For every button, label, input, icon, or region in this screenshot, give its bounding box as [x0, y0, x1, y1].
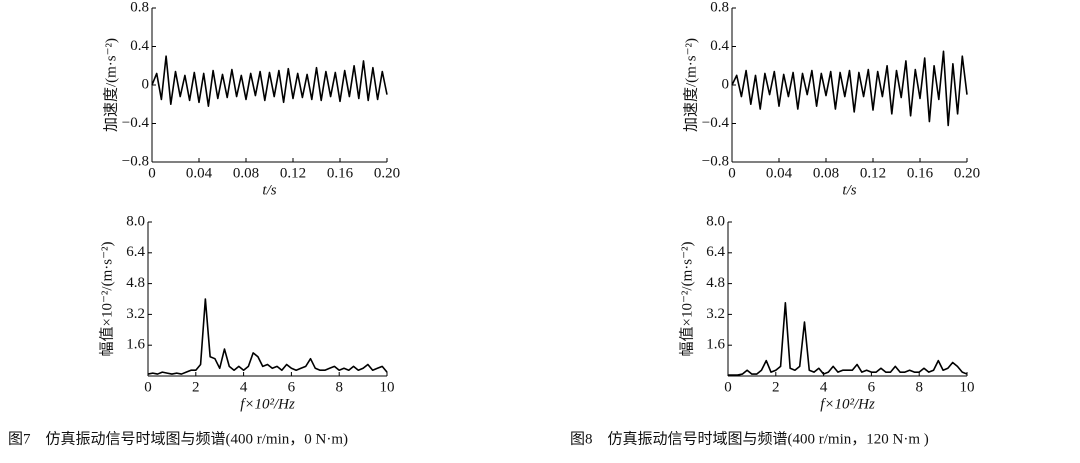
- y-axis-label: 幅值×10⁻²/(m·s⁻²): [98, 242, 115, 357]
- x-tick-label: 0.04: [766, 165, 793, 181]
- y-tick-label: 0: [722, 76, 730, 92]
- y-tick-label: 4.8: [126, 275, 145, 291]
- x-tick-label: 0: [144, 379, 152, 395]
- x-tick-label: 4: [240, 379, 248, 395]
- x-tick-label: 0.08: [813, 165, 839, 181]
- x-tick-label: 8: [335, 379, 343, 395]
- y-tick-label: −0.8: [702, 153, 729, 169]
- signal-line: [147, 298, 388, 375]
- y-tick-label: 0.4: [710, 38, 729, 54]
- x-tick-label: 0: [148, 165, 156, 181]
- x-axis-label: t/s: [262, 182, 276, 198]
- y-tick-label: 8.0: [706, 213, 725, 229]
- y-tick-label: 6.4: [126, 244, 145, 260]
- y-tick-label: −0.4: [702, 115, 730, 131]
- x-tick-label: 4: [820, 379, 828, 395]
- x-tick-label: 0.12: [280, 165, 306, 181]
- x-tick-label: 0: [724, 379, 732, 395]
- caption: 图7 仿真振动信号时域图与频谱(400 r/min，0 N·m): [8, 429, 348, 447]
- y-tick-label: 0.4: [130, 38, 149, 54]
- y-axis-label: 幅值×10⁻²/(m·s⁻²): [678, 242, 695, 357]
- x-axis-label: f×10²/Hz: [240, 396, 295, 412]
- y-tick-label: 4.8: [706, 275, 725, 291]
- x-tick-label: 0.08: [233, 165, 259, 181]
- x-tick-label: 0: [728, 165, 736, 181]
- x-tick-label: 0.20: [374, 165, 400, 181]
- signal-line: [151, 55, 388, 107]
- x-tick-label: 0.04: [186, 165, 213, 181]
- x-tick-label: 0.16: [327, 165, 354, 181]
- y-tick-label: 1.6: [126, 337, 145, 353]
- x-tick-label: 2: [772, 379, 780, 395]
- x-axis-label: f×10²/Hz: [820, 396, 875, 412]
- y-tick-label: 3.2: [706, 306, 725, 322]
- y-axis-label: 加速度/(m·s⁻²): [682, 38, 699, 132]
- y-tick-label: 1.6: [706, 337, 725, 353]
- x-tick-label: 2: [192, 379, 200, 395]
- y-tick-label: 8.0: [126, 213, 145, 229]
- x-tick-label: 8: [915, 379, 923, 395]
- x-tick-label: 10: [380, 379, 395, 395]
- x-axis-label: t/s: [842, 182, 856, 198]
- y-tick-label: 0.8: [130, 0, 149, 15]
- y-tick-label: 6.4: [706, 244, 725, 260]
- y-tick-label: 3.2: [126, 306, 145, 322]
- y-axis-label: 加速度/(m·s⁻²): [102, 38, 119, 132]
- signal-line: [731, 50, 968, 127]
- x-tick-label: 0.12: [860, 165, 886, 181]
- y-tick-label: −0.4: [122, 115, 150, 131]
- y-tick-label: 0.8: [710, 0, 729, 15]
- x-tick-label: 6: [868, 379, 876, 395]
- y-tick-label: −0.8: [122, 153, 149, 169]
- caption: 图8 仿真振动信号时域图与频谱(400 r/min，120 N·m ): [570, 429, 929, 447]
- signal-line: [728, 302, 968, 376]
- x-tick-label: 6: [288, 379, 296, 395]
- x-tick-label: 0.20: [954, 165, 980, 181]
- x-tick-label: 0.16: [907, 165, 934, 181]
- x-tick-label: 10: [960, 379, 975, 395]
- y-tick-label: 0: [142, 76, 150, 92]
